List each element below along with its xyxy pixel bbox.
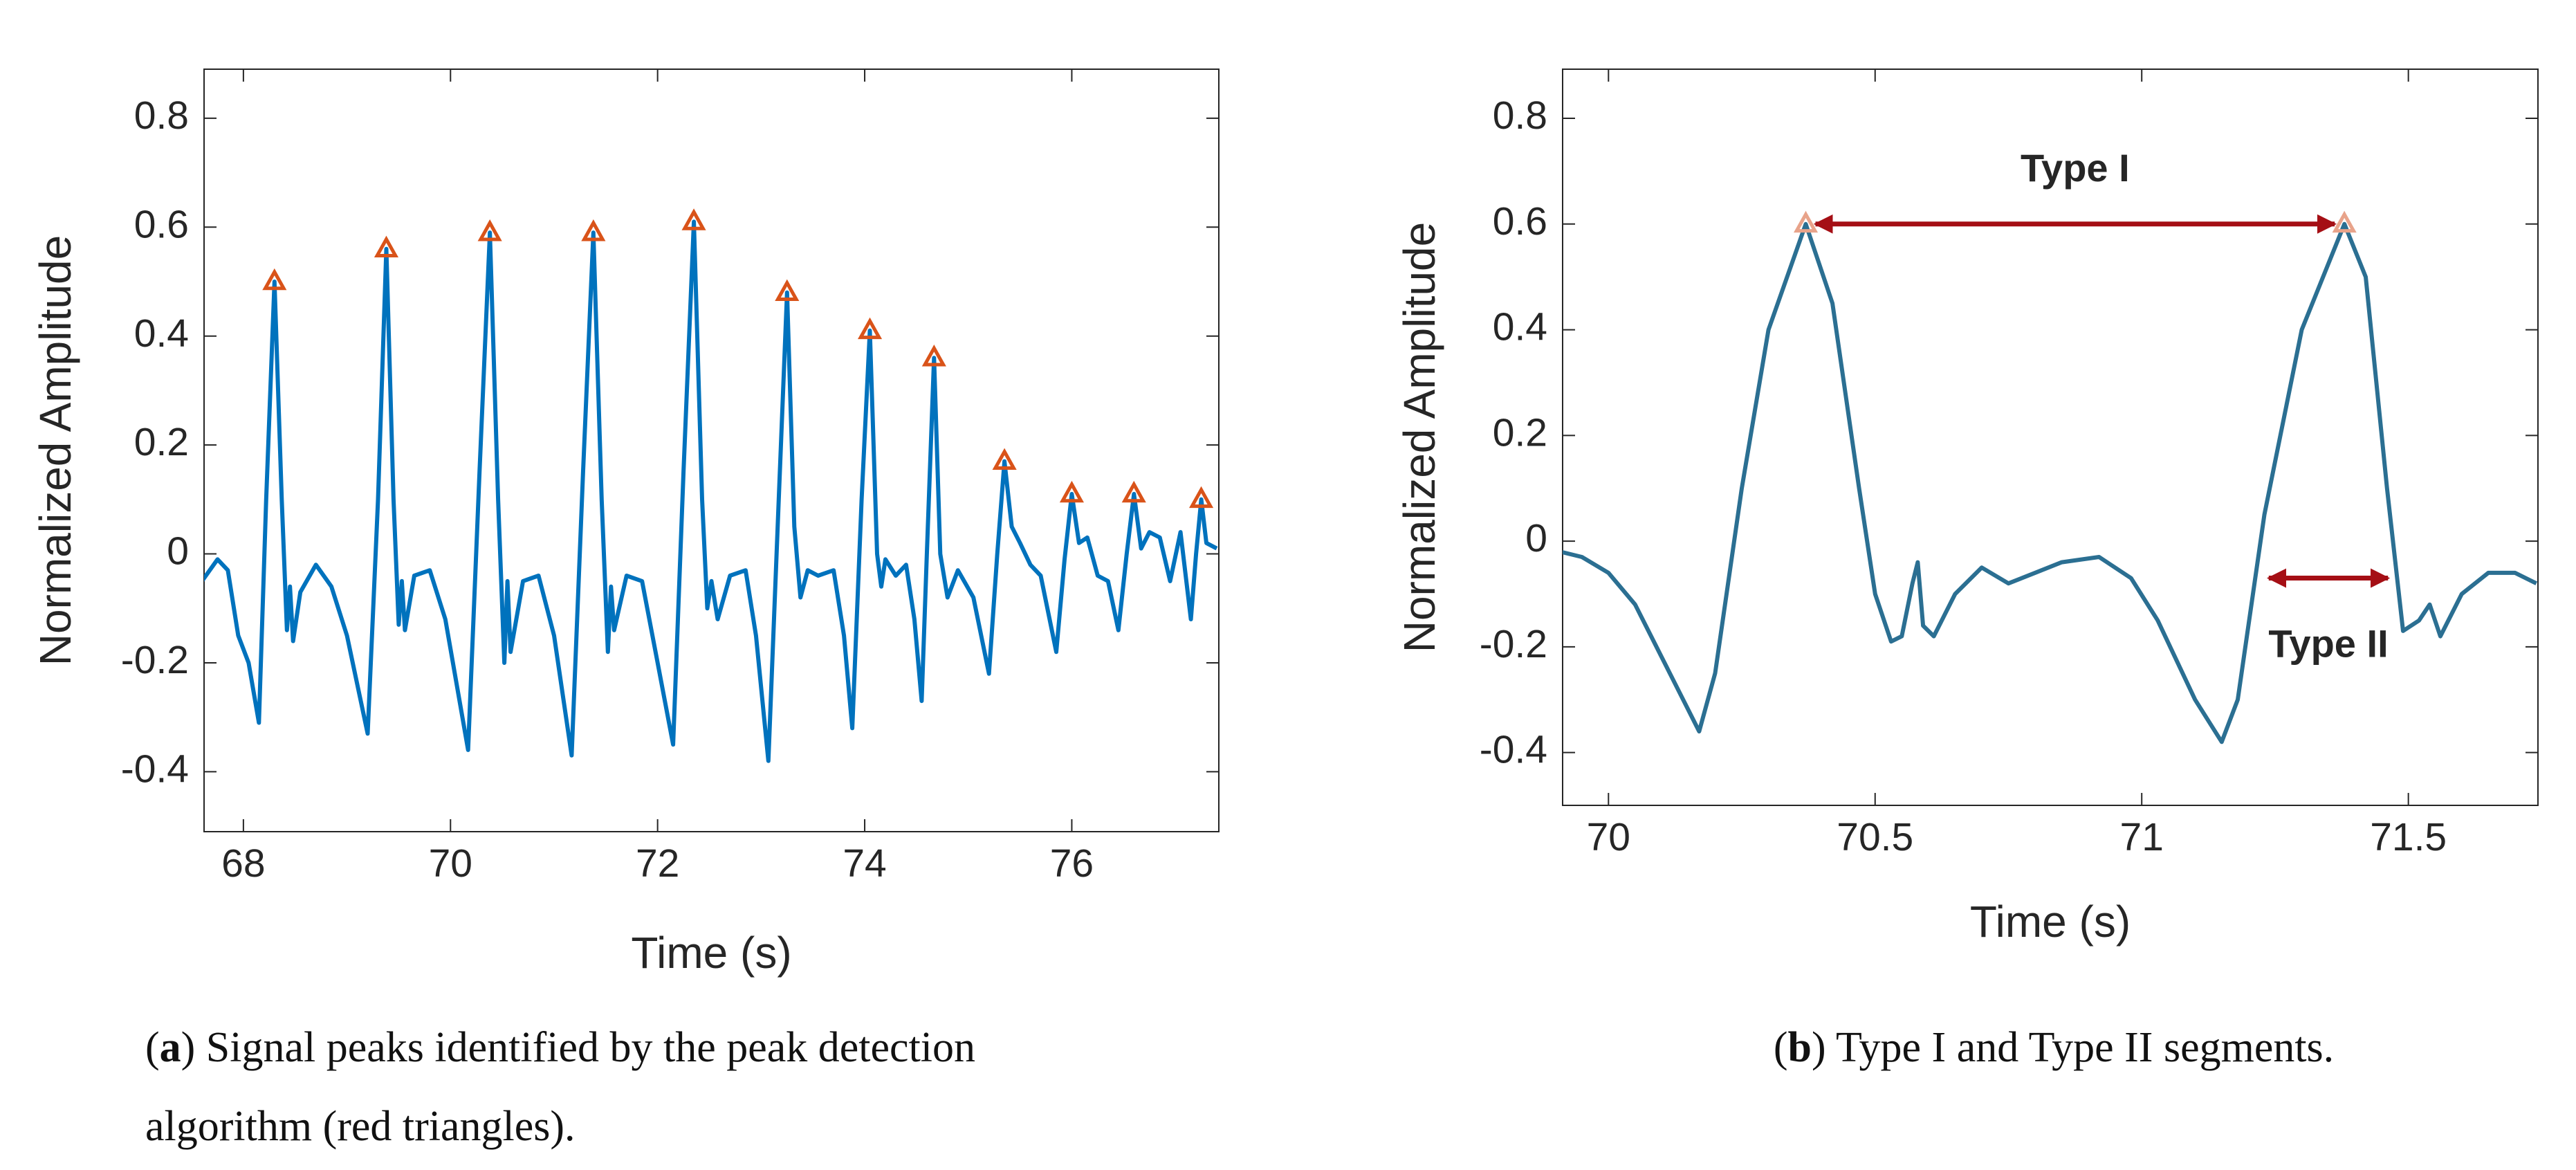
y-tick-label: 0.6 <box>134 202 189 246</box>
peak-marker <box>992 448 1017 470</box>
x-axis-label: Time (s) <box>631 928 791 978</box>
chart: -0.4 -0.2 0 0.2 0.4 0.6 0.8 70 70.5 71 71.5 Time (s… <box>1395 68 2539 1071</box>
caption: (b) Type I and Type II segments. <box>1774 1024 2334 1071</box>
x-tick-label: 70 <box>1587 815 1630 859</box>
x-tick-label: 70.5 <box>1837 815 1913 859</box>
plot <box>204 219 1218 763</box>
x-tick-label: 72 <box>636 841 679 886</box>
caption: algorithm (red triangles). <box>145 1103 576 1150</box>
y-tick-label: -0.2 <box>1480 622 1547 666</box>
caption-part: a <box>160 1024 181 1071</box>
peak-marker <box>681 208 706 230</box>
y-axis-label: Normalized Amplitude <box>30 235 80 666</box>
annotation-label: Type I <box>2021 146 2130 190</box>
caption-part: ) Signal peaks identified by the peak de… <box>181 1024 975 1071</box>
x-tick-label: 74 <box>843 841 886 886</box>
y-tick-label: 0.6 <box>1493 199 1547 244</box>
y-tick-label: -0.4 <box>1480 728 1547 772</box>
peak-marker <box>1121 480 1146 503</box>
y-tick-label: 0 <box>1525 516 1547 560</box>
caption-part: ( <box>145 1024 160 1071</box>
y-axis-label: Normalized Amplitude <box>1395 222 1444 653</box>
peak-marker <box>581 219 606 241</box>
peak-marker <box>1059 480 1084 503</box>
peak-marker <box>857 317 883 340</box>
signal-line <box>204 219 1218 763</box>
annotation-label: Type II <box>2268 622 2388 666</box>
peak-marker <box>775 279 800 302</box>
y-tick-label: 0.4 <box>1493 305 1547 349</box>
peak-marker <box>262 268 287 291</box>
peak-marker <box>1188 486 1214 509</box>
plot <box>1563 221 2538 744</box>
y-tick-label: 0.2 <box>1493 410 1547 455</box>
chart: -0.4 -0.2 0 0.2 0.4 0.6 0.8 68 70 72 74 76 Time (s) N… <box>30 68 1220 1150</box>
peak-marker <box>2332 210 2357 233</box>
x-axis-label: Time (s) <box>1970 897 2131 947</box>
y-tick-label: 0.2 <box>134 420 189 464</box>
y-tick-label: 0.8 <box>1493 93 1547 138</box>
y-tick-label: 0.8 <box>134 93 189 138</box>
x-tick-label: 70 <box>429 841 472 886</box>
peak-marker <box>374 235 399 258</box>
peak-marker <box>1793 210 1819 233</box>
caption-part: b <box>1787 1024 1811 1071</box>
peak-marker <box>477 219 502 241</box>
y-tick-label: 0 <box>167 529 189 574</box>
plot-area <box>203 68 1220 832</box>
y-tick-label: 0.4 <box>134 311 189 356</box>
x-tick-label: 76 <box>1050 841 1094 886</box>
y-tick-label: -0.2 <box>121 638 189 682</box>
caption-part: ( <box>1774 1024 1788 1071</box>
caption: (a) Signal peaks identified by the peak … <box>145 1024 975 1071</box>
x-tick-label: 68 <box>221 841 265 886</box>
caption-part: ) Type I and Type II segments. <box>1812 1024 2334 1071</box>
x-tick-label: 71 <box>2120 815 2164 859</box>
peak-marker <box>921 345 946 367</box>
plot-area <box>1562 68 2539 806</box>
x-tick-label: 71.5 <box>2370 815 2447 859</box>
y-tick-label: -0.4 <box>121 747 189 791</box>
signal-line <box>1563 221 2538 744</box>
